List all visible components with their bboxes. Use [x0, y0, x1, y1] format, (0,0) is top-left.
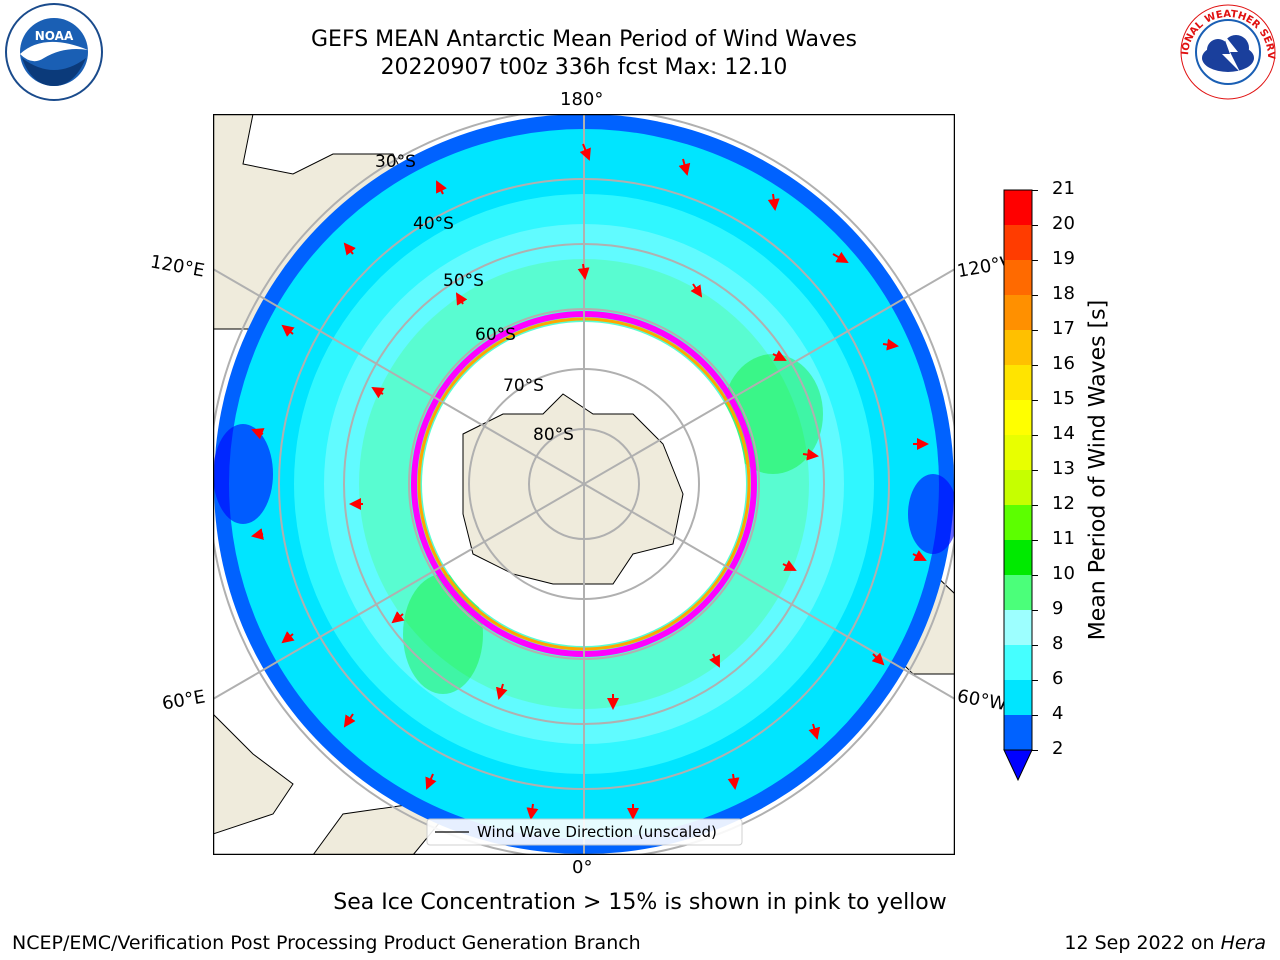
colorbar-segment [1004, 435, 1032, 470]
colorbar-segment [1004, 400, 1032, 435]
antarctic-map: 30°S 40°S 50°S 60°S 70°S 80°S Wind Wave … [212, 113, 956, 856]
footer-date: 12 Sep 2022 on Hera [1064, 932, 1266, 954]
lon-label-180: 180° [560, 89, 604, 110]
lon-label-60e: 60°E [160, 686, 207, 715]
colorbar-tick-mark [1032, 610, 1038, 611]
nws-logo: NATIONAL WEATHER SERVICE [1174, 0, 1278, 102]
colorbar-tick-mark [1032, 330, 1038, 331]
colorbar-tick-label: 20 [1052, 213, 1075, 234]
svg-text:NOAA: NOAA [35, 29, 74, 43]
colorbar-segment [1004, 575, 1032, 610]
colorbar-tick-label: 21 [1052, 178, 1075, 199]
colorbar-tick-mark [1032, 470, 1038, 471]
colorbar-segment [1004, 715, 1032, 750]
colorbar-tick-label: 17 [1052, 318, 1075, 339]
colorbar-segment [1004, 645, 1032, 680]
plot-subtitle: 20220907 t00z 336h fcst Max: 12.10 [380, 55, 788, 80]
colorbar-tick-mark [1032, 505, 1038, 506]
colorbar-tick-label: 13 [1052, 458, 1075, 479]
colorbar-tick-label: 12 [1052, 493, 1075, 514]
colorbar-tick-mark [1032, 645, 1038, 646]
lat-label-50s: 50°S [443, 271, 484, 291]
africa-land [213, 713, 294, 835]
lat-label-30s: 30°S [375, 152, 416, 172]
colorbar-segment [1004, 540, 1032, 575]
colorbar-tick-mark [1032, 435, 1038, 436]
colorbar-tick-mark [1032, 400, 1038, 401]
colorbar-tick-label: 8 [1052, 633, 1064, 654]
colorbar-tick-mark [1032, 680, 1038, 681]
colorbar-tick-mark [1032, 715, 1038, 716]
legend-label: Wind Wave Direction (unscaled) [477, 823, 717, 841]
sea-ice-caption: Sea Ice Concentration > 15% is shown in … [333, 890, 947, 915]
colorbar [1000, 186, 1036, 786]
colorbar-tick-label: 14 [1052, 423, 1075, 444]
lat-label-40s: 40°S [413, 214, 454, 234]
colorbar-tick-label: 11 [1052, 528, 1075, 549]
colorbar-label: Mean Period of Wind Waves [s] [1085, 299, 1111, 641]
footer-date-text: 12 Sep 2022 on [1064, 932, 1221, 954]
colorbar-tick-label: 10 [1052, 563, 1075, 584]
lat-label-70s: 70°S [503, 376, 544, 396]
colorbar-tick-label: 16 [1052, 353, 1075, 374]
noaa-logo: NOAA [4, 2, 104, 102]
lon-label-120e: 120°E [148, 251, 207, 282]
colorbar-segment [1004, 225, 1032, 260]
colorbar-tick-label: 15 [1052, 388, 1075, 409]
colorbar-segment [1004, 365, 1032, 400]
colorbar-tick-mark [1032, 190, 1038, 191]
colorbar-segment [1004, 190, 1032, 225]
colorbar-tick-mark [1032, 540, 1038, 541]
footer-host: Hera [1220, 932, 1266, 954]
colorbar-tick-label: 18 [1052, 283, 1075, 304]
colorbar-segment [1004, 295, 1032, 330]
colorbar-tick-label: 2 [1052, 738, 1064, 759]
colorbar-segment [1004, 260, 1032, 295]
colorbar-tick-label: 4 [1052, 703, 1064, 724]
lat-label-80s: 80°S [533, 425, 574, 445]
colorbar-tick-label: 19 [1052, 248, 1075, 269]
map-legend: Wind Wave Direction (unscaled) [426, 818, 743, 846]
colorbar-segment [1004, 505, 1032, 540]
colorbar-tick-mark [1032, 225, 1038, 226]
footer-branch: NCEP/EMC/Verification Post Processing Pr… [12, 932, 641, 954]
colorbar-segment [1004, 610, 1032, 645]
colorbar-tick-mark [1032, 365, 1038, 366]
colorbar-under-arrow [1003, 749, 1033, 782]
colorbar-segment [1004, 330, 1032, 365]
lon-label-0: 0° [572, 857, 593, 878]
antarctica-land [462, 393, 684, 585]
colorbar-tick-mark [1032, 750, 1038, 751]
colorbar-tick-mark [1032, 260, 1038, 261]
colorbar-tick-label: 6 [1052, 668, 1064, 689]
plot-title: GEFS MEAN Antarctic Mean Period of Wind … [311, 27, 857, 52]
colorbar-tick-mark [1032, 295, 1038, 296]
colorbar-tick-mark [1032, 575, 1038, 576]
colorbar-segment [1004, 470, 1032, 505]
colorbar-segment [1004, 680, 1032, 715]
lat-label-60s: 60°S [475, 325, 516, 345]
colorbar-tick-label: 9 [1052, 598, 1064, 619]
